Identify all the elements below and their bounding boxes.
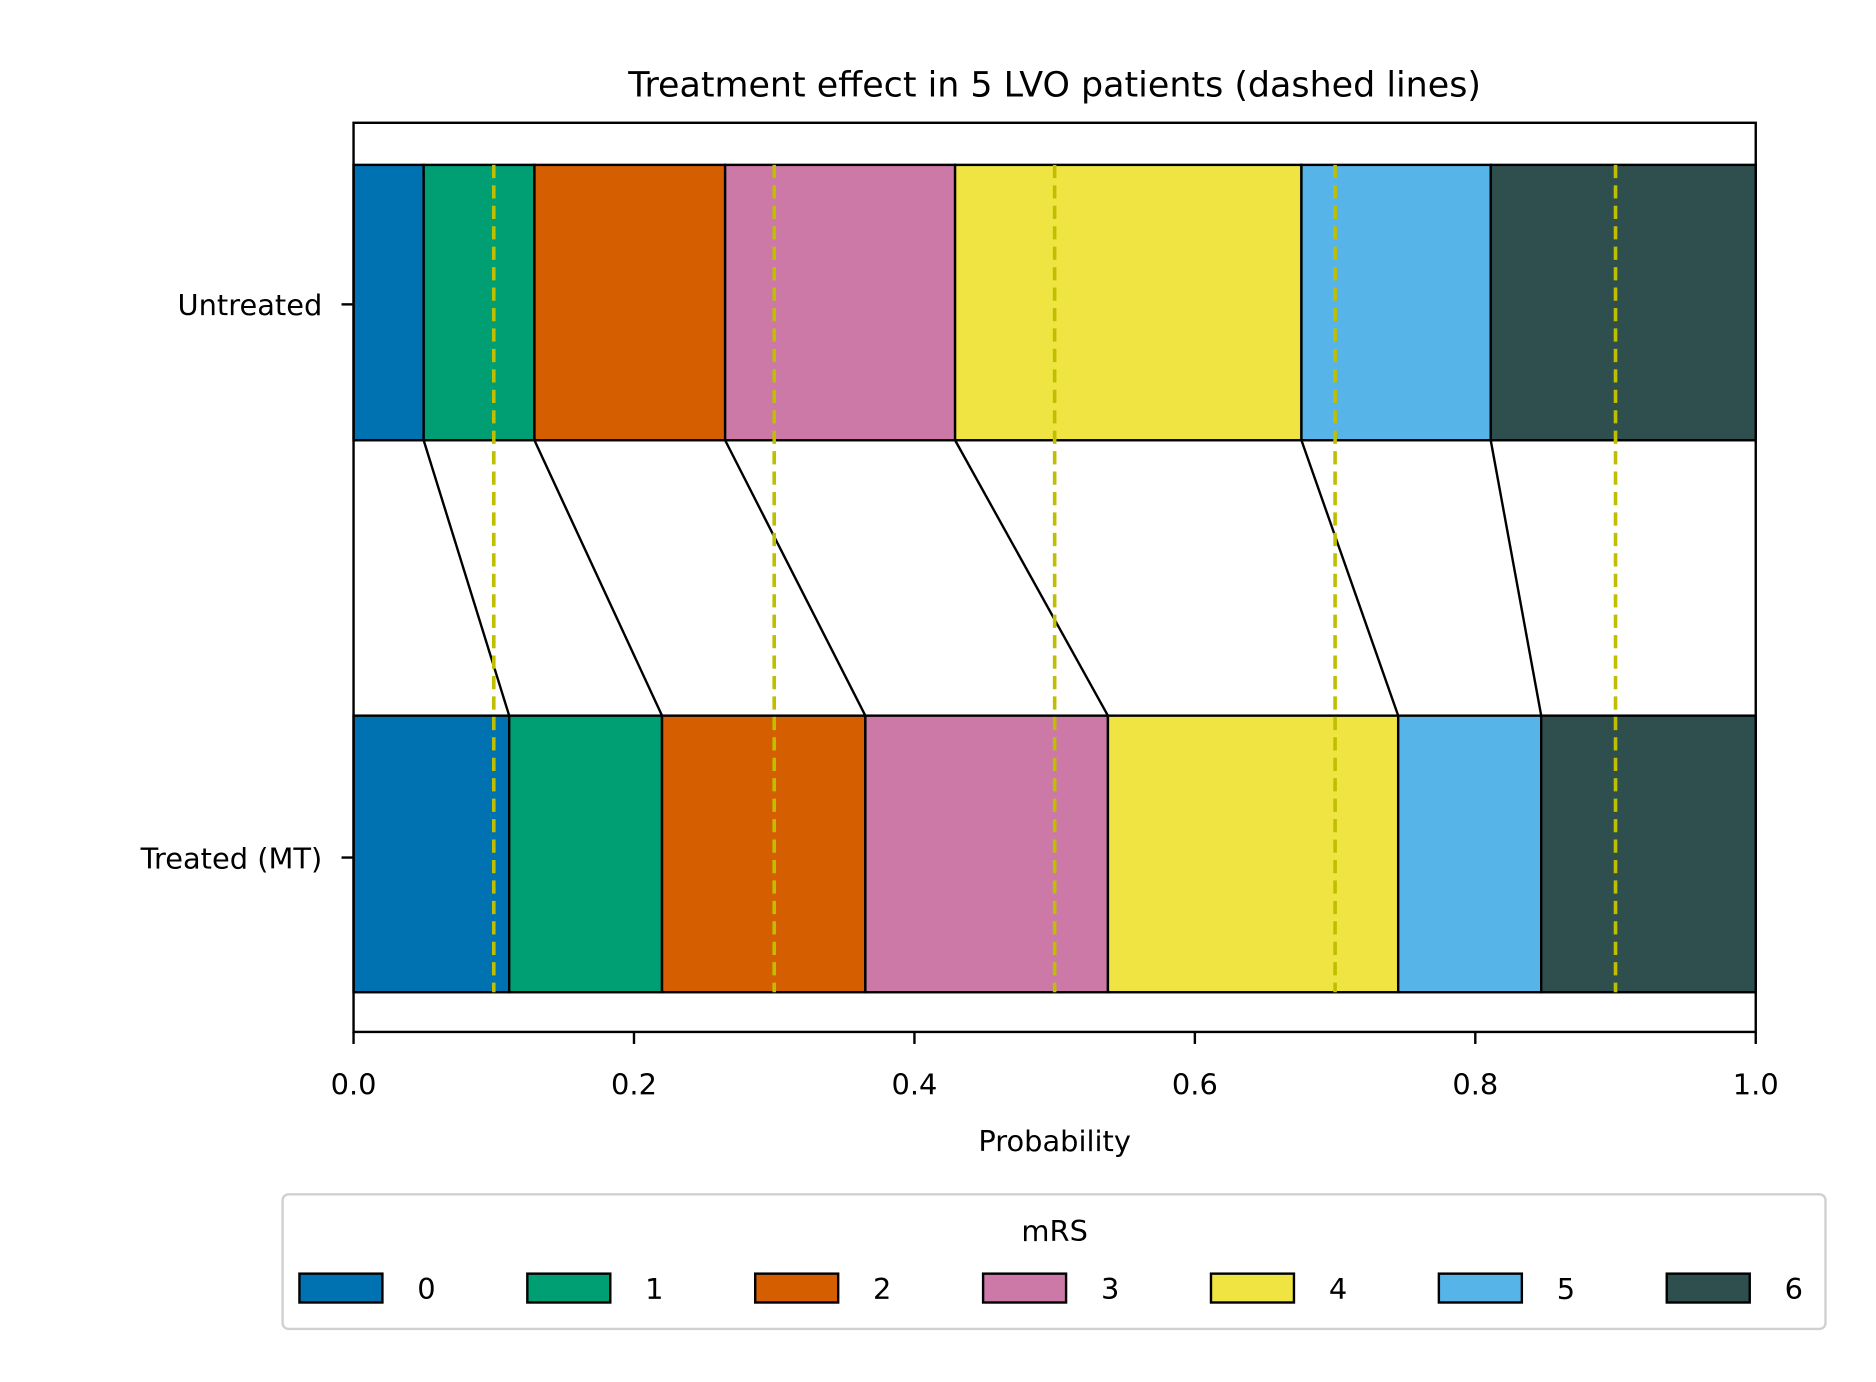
bar-untreated-mrs-3 bbox=[723, 163, 957, 442]
x-tick-label: 0.2 bbox=[611, 1067, 657, 1101]
y-tick-label: Untreated bbox=[177, 288, 322, 322]
y-tick-label: Treated (MT) bbox=[140, 841, 323, 875]
bar-treated-mrs-4 bbox=[1106, 714, 1400, 994]
bar-treated-mrs-3 bbox=[864, 714, 1110, 994]
legend-label: 5 bbox=[1557, 1272, 1575, 1306]
connector-line-0 bbox=[422, 439, 511, 717]
legend-label: 2 bbox=[873, 1272, 891, 1306]
connector-line-2 bbox=[724, 439, 867, 717]
bar-treated-mrs-1 bbox=[507, 714, 664, 994]
legend-swatch-1 bbox=[526, 1272, 612, 1304]
legend-label: 0 bbox=[417, 1272, 435, 1306]
legend-label: 3 bbox=[1101, 1272, 1119, 1306]
chart-title: Treatment effect in 5 LVO patients (dash… bbox=[627, 65, 1481, 105]
x-axis-label: Probability bbox=[978, 1124, 1131, 1158]
x-tick-label: 1.0 bbox=[1733, 1067, 1779, 1101]
bar-treated-mrs-6 bbox=[1540, 714, 1757, 994]
legend: mRS 0 1 2 3 4 5 6 bbox=[281, 1193, 1827, 1331]
legend-swatch-0 bbox=[298, 1272, 384, 1304]
x-tick-label: 0.6 bbox=[1172, 1067, 1218, 1101]
legend-swatch-5 bbox=[1437, 1272, 1524, 1304]
connector-line-5 bbox=[1489, 440, 1543, 716]
bar-treated-mrs-0 bbox=[352, 714, 511, 994]
axes-frame bbox=[352, 121, 1757, 1034]
bar-treated-mrs-5 bbox=[1396, 714, 1543, 994]
connector-line-1 bbox=[533, 439, 664, 717]
bar-untreated-mrs-4 bbox=[953, 163, 1303, 442]
bar-treated-mrs-2 bbox=[660, 714, 867, 994]
legend-swatch-3 bbox=[981, 1272, 1068, 1304]
x-tick-label: 0.4 bbox=[891, 1067, 937, 1101]
x-tick-label: 0.0 bbox=[331, 1067, 377, 1101]
legend-label: 4 bbox=[1329, 1272, 1347, 1306]
legend-swatch-6 bbox=[1665, 1272, 1751, 1304]
connector-line-4 bbox=[1300, 439, 1400, 717]
bar-untreated-mrs-1 bbox=[422, 163, 536, 442]
bar-untreated-mrs-2 bbox=[533, 163, 727, 442]
legend-swatch-4 bbox=[1209, 1272, 1296, 1304]
legend-label: 1 bbox=[645, 1272, 663, 1306]
legend-label: 6 bbox=[1785, 1272, 1803, 1306]
x-tick-label: 0.8 bbox=[1452, 1067, 1498, 1101]
bar-untreated-mrs-5 bbox=[1300, 163, 1492, 442]
bar-untreated-mrs-6 bbox=[1489, 163, 1757, 442]
connector-line-3 bbox=[954, 439, 1109, 717]
legend-title: mRS bbox=[1021, 1214, 1087, 1248]
bar-untreated-mrs-0 bbox=[352, 163, 425, 442]
legend-swatch-2 bbox=[754, 1272, 840, 1304]
